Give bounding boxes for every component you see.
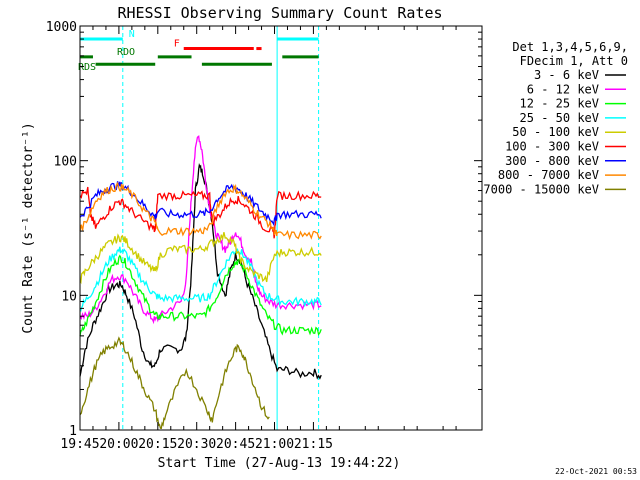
axes: 19:45 20:00 20:15 20:30 20:45 21:00 21:15 1 10 10…	[46, 20, 483, 452]
series-line-12-25-kev	[79, 254, 322, 337]
legend-label-6-12-kev: 6 - 12 keV	[527, 82, 599, 96]
legend-label-300-800-kev: 300 - 800 keV	[505, 154, 599, 168]
x-tick-label-20:15: 20:15	[138, 437, 177, 452]
y-axis-label: Count Rate (s⁻¹ detector⁻¹)	[21, 122, 36, 333]
y-tick-label-1: 1	[69, 424, 77, 439]
flag-label-rdo: RDO	[117, 47, 135, 58]
x-tick-label-20:30: 20:30	[177, 437, 216, 452]
chart-title: RHESSI Observing Summary Count Rates	[117, 4, 442, 22]
series-line-25-50-kev	[79, 246, 322, 313]
legend-label-50-100-kev: 50 - 100 keV	[512, 125, 599, 139]
legend-header-line-2: FDecim 1, Att 0	[520, 54, 628, 68]
legend-header-line-1: Det 1,3,4,5,6,9,	[512, 40, 628, 54]
flag-label-n: N	[129, 29, 135, 40]
legend-label-100-300-kev: 100 - 300 keV	[505, 140, 599, 154]
y-tick-label-10: 10	[61, 289, 77, 304]
series-line-6-12-kev	[79, 135, 322, 325]
plot-area: N F RDO RDS	[78, 26, 322, 430]
y-tick-label-100: 100	[54, 155, 77, 170]
timestamp: 22-Oct-2021 00:53	[555, 467, 637, 476]
x-axis-label: Start Time (27-Aug-13 19:44:22)	[158, 456, 401, 471]
legend-label-7000-15000-kev: 7000 - 15000 keV	[483, 182, 599, 196]
series-line-800-7000-kev	[79, 181, 322, 241]
plot-frame	[79, 25, 483, 431]
series-line-7000-15000-kev	[79, 336, 270, 430]
legend-label-3-6-kev: 3 - 6 keV	[534, 68, 599, 82]
legend-label-12-25-kev: 12 - 25 keV	[520, 97, 599, 111]
legend-label-800-7000-kev: 800 - 7000 keV	[498, 168, 599, 182]
flag-label-f: F	[174, 39, 180, 50]
x-tick-label-20:45: 20:45	[216, 437, 255, 452]
flag-label-rds: RDS	[78, 62, 96, 73]
x-tick-label-21:15: 21:15	[294, 437, 333, 452]
legend-label-25-50-kev: 25 - 50 keV	[520, 111, 599, 125]
x-tick-label-21:00: 21:00	[255, 437, 294, 452]
x-tick-label-19:45: 19:45	[60, 437, 99, 452]
legend: Det 1,3,4,5,6,9, FDecim 1, Att 0 3 - 6 k…	[483, 40, 628, 196]
x-tick-label-20:00: 20:00	[99, 437, 138, 452]
series-line-3-6-kev	[79, 162, 322, 380]
series-line-50-100-kev	[79, 232, 322, 285]
y-tick-label-1000: 1000	[46, 20, 77, 35]
